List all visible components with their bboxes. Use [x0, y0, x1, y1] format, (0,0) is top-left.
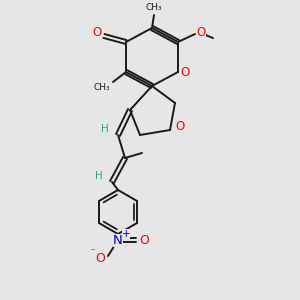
Text: H: H: [95, 171, 103, 181]
Text: O: O: [92, 26, 102, 38]
Text: CH₃: CH₃: [146, 4, 162, 13]
Text: O: O: [196, 26, 206, 38]
Text: +: +: [122, 229, 130, 239]
Text: H: H: [101, 124, 109, 134]
Text: N: N: [113, 233, 123, 247]
Text: CH₃: CH₃: [94, 83, 110, 92]
Text: O: O: [176, 121, 184, 134]
Text: ⁻: ⁻: [89, 247, 95, 257]
Text: O: O: [95, 253, 105, 266]
Text: O: O: [139, 233, 149, 247]
Text: O: O: [180, 65, 190, 79]
